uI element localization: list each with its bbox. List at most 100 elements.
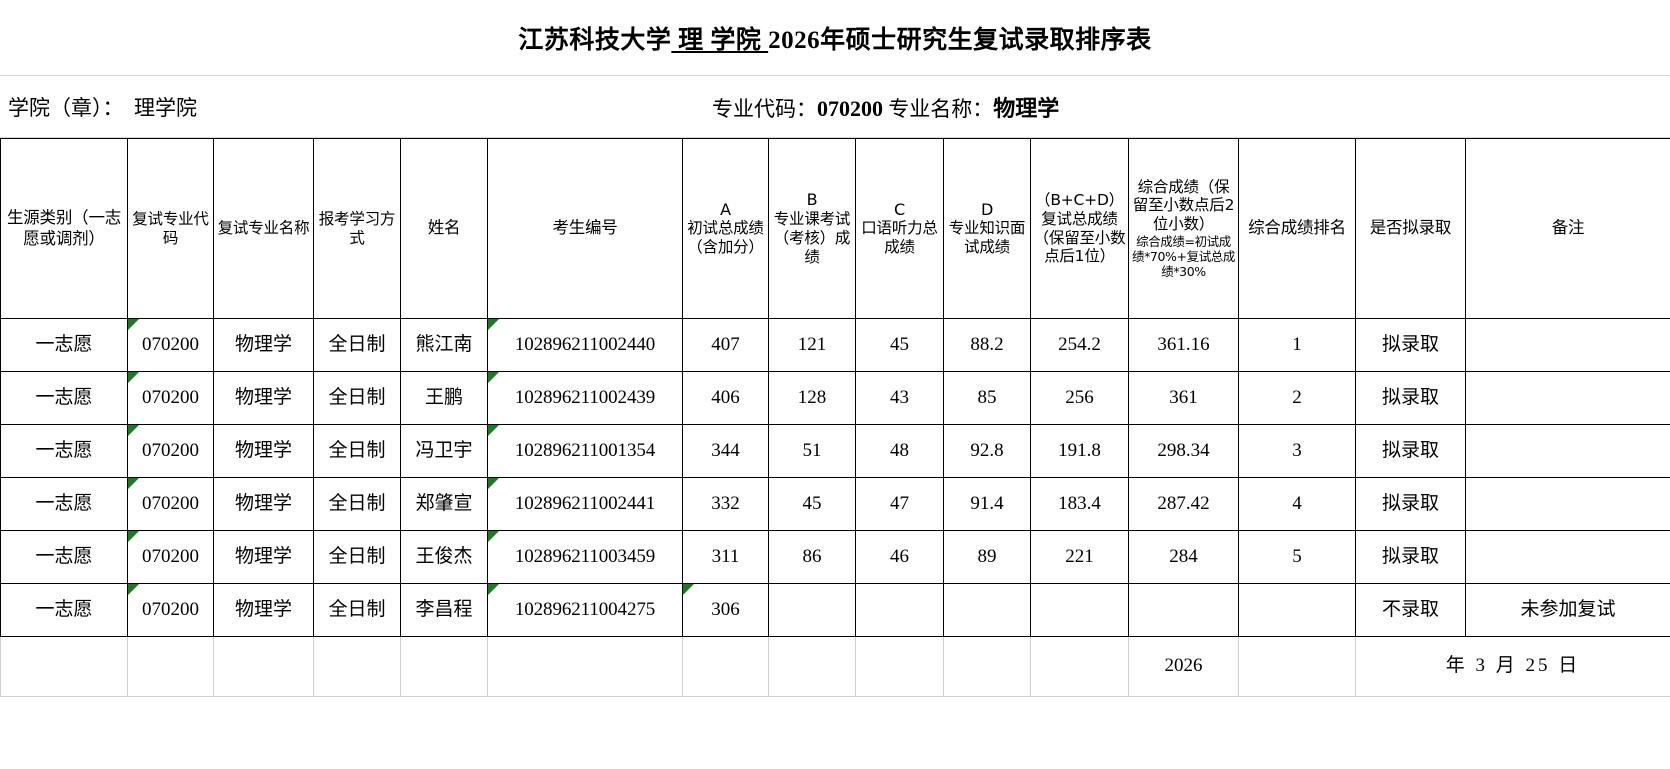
cell-rank[interactable]: 5 — [1238, 530, 1356, 584]
cell-retest-major-code[interactable]: 070200 — [127, 318, 214, 372]
cell-d[interactable]: 91.4 — [943, 477, 1031, 531]
cell-admitted[interactable]: 不录取 — [1355, 583, 1466, 637]
cell-name[interactable]: 熊江南 — [400, 318, 488, 372]
cell-name[interactable]: 王俊杰 — [400, 530, 488, 584]
footer-cell-5[interactable] — [400, 636, 488, 697]
footer-cell-4[interactable] — [313, 636, 401, 697]
cell-candidate-no[interactable]: 102896211001354 — [487, 424, 683, 478]
cell-b[interactable] — [768, 583, 856, 637]
cell-composite[interactable]: 298.34 — [1128, 424, 1239, 478]
footer-cell-13[interactable] — [1238, 636, 1356, 697]
cell-remark[interactable] — [1465, 318, 1670, 372]
cell-admitted[interactable]: 拟录取 — [1355, 477, 1466, 531]
cell-study-mode[interactable]: 全日制 — [313, 530, 401, 584]
cell-remark[interactable]: 未参加复试 — [1465, 583, 1670, 637]
cell-admitted[interactable]: 拟录取 — [1355, 424, 1466, 478]
footer-cell-7[interactable] — [682, 636, 769, 697]
cell-d[interactable]: 89 — [943, 530, 1031, 584]
cell-b[interactable]: 45 — [768, 477, 856, 531]
cell-retest-major-name[interactable]: 物理学 — [213, 583, 314, 637]
cell-c[interactable]: 47 — [855, 477, 944, 531]
cell-remark[interactable] — [1465, 530, 1670, 584]
cell-study-mode[interactable]: 全日制 — [313, 424, 401, 478]
cell-study-mode[interactable]: 全日制 — [313, 318, 401, 372]
footer-cell-9[interactable] — [855, 636, 944, 697]
cell-retest-major-name[interactable]: 物理学 — [213, 477, 314, 531]
cell-candidate-no[interactable]: 102896211002441 — [487, 477, 683, 531]
footer-year[interactable]: 2026 — [1128, 636, 1239, 697]
cell-c[interactable]: 48 — [855, 424, 944, 478]
cell-a[interactable]: 344 — [682, 424, 769, 478]
cell-composite[interactable]: 284 — [1128, 530, 1239, 584]
cell-bcd[interactable]: 256 — [1030, 371, 1129, 425]
cell-candidate-no[interactable]: 102896211004275 — [487, 583, 683, 637]
cell-composite[interactable] — [1128, 583, 1239, 637]
cell-study-mode[interactable]: 全日制 — [313, 371, 401, 425]
footer-date[interactable]: 年 3 月 25 日 — [1355, 636, 1670, 697]
cell-rank[interactable]: 3 — [1238, 424, 1356, 478]
cell-remark[interactable] — [1465, 424, 1670, 478]
cell-name[interactable]: 李昌程 — [400, 583, 488, 637]
cell-d[interactable]: 88.2 — [943, 318, 1031, 372]
cell-study-mode[interactable]: 全日制 — [313, 477, 401, 531]
cell-rank[interactable]: 2 — [1238, 371, 1356, 425]
cell-candidate-no[interactable]: 102896211002439 — [487, 371, 683, 425]
cell-retest-major-code[interactable]: 070200 — [127, 424, 214, 478]
cell-source-type[interactable]: 一志愿 — [0, 318, 128, 372]
cell-d[interactable]: 85 — [943, 371, 1031, 425]
cell-a[interactable]: 407 — [682, 318, 769, 372]
cell-source-type[interactable]: 一志愿 — [0, 424, 128, 478]
table-row[interactable]: 一志愿 070200 物理学 全日制 郑肇宣 102896211002441 3… — [0, 477, 1670, 531]
cell-a[interactable]: 306 — [682, 583, 769, 637]
footer-cell-2[interactable] — [127, 636, 214, 697]
cell-bcd[interactable]: 183.4 — [1030, 477, 1129, 531]
cell-a[interactable]: 332 — [682, 477, 769, 531]
cell-source-type[interactable]: 一志愿 — [0, 477, 128, 531]
cell-a[interactable]: 406 — [682, 371, 769, 425]
table-row[interactable]: 一志愿 070200 物理学 全日制 冯卫宇 102896211001354 3… — [0, 424, 1670, 478]
cell-candidate-no[interactable]: 102896211002440 — [487, 318, 683, 372]
cell-admitted[interactable]: 拟录取 — [1355, 318, 1466, 372]
cell-d[interactable] — [943, 583, 1031, 637]
cell-composite[interactable]: 361.16 — [1128, 318, 1239, 372]
cell-bcd[interactable] — [1030, 583, 1129, 637]
footer-cell-8[interactable] — [768, 636, 856, 697]
cell-admitted[interactable]: 拟录取 — [1355, 371, 1466, 425]
cell-name[interactable]: 王鹏 — [400, 371, 488, 425]
cell-study-mode[interactable]: 全日制 — [313, 583, 401, 637]
footer-cell-6[interactable] — [487, 636, 683, 697]
table-row[interactable]: 一志愿 070200 物理学 全日制 李昌程 102896211004275 3… — [0, 583, 1670, 637]
cell-rank[interactable]: 4 — [1238, 477, 1356, 531]
cell-composite[interactable]: 361 — [1128, 371, 1239, 425]
table-row[interactable]: 一志愿 070200 物理学 全日制 王鹏 102896211002439 40… — [0, 371, 1670, 425]
cell-name[interactable]: 冯卫宇 — [400, 424, 488, 478]
cell-c[interactable] — [855, 583, 944, 637]
cell-retest-major-code[interactable]: 070200 — [127, 583, 214, 637]
cell-source-type[interactable]: 一志愿 — [0, 583, 128, 637]
cell-rank[interactable] — [1238, 583, 1356, 637]
cell-source-type[interactable]: 一志愿 — [0, 530, 128, 584]
cell-b[interactable]: 86 — [768, 530, 856, 584]
cell-b[interactable]: 121 — [768, 318, 856, 372]
cell-retest-major-name[interactable]: 物理学 — [213, 371, 314, 425]
cell-c[interactable]: 43 — [855, 371, 944, 425]
cell-b[interactable]: 128 — [768, 371, 856, 425]
footer-cell-10[interactable] — [943, 636, 1031, 697]
cell-retest-major-name[interactable]: 物理学 — [213, 424, 314, 478]
cell-rank[interactable]: 1 — [1238, 318, 1356, 372]
table-row[interactable]: 一志愿 070200 物理学 全日制 熊江南 102896211002440 4… — [0, 318, 1670, 372]
footer-cell-1[interactable] — [0, 636, 128, 697]
cell-d[interactable]: 92.8 — [943, 424, 1031, 478]
cell-bcd[interactable]: 191.8 — [1030, 424, 1129, 478]
footer-cell-11[interactable] — [1030, 636, 1129, 697]
cell-remark[interactable] — [1465, 371, 1670, 425]
cell-c[interactable]: 46 — [855, 530, 944, 584]
cell-retest-major-code[interactable]: 070200 — [127, 371, 214, 425]
cell-c[interactable]: 45 — [855, 318, 944, 372]
cell-bcd[interactable]: 221 — [1030, 530, 1129, 584]
cell-retest-major-name[interactable]: 物理学 — [213, 318, 314, 372]
cell-remark[interactable] — [1465, 477, 1670, 531]
footer-cell-3[interactable] — [213, 636, 314, 697]
cell-admitted[interactable]: 拟录取 — [1355, 530, 1466, 584]
cell-retest-major-name[interactable]: 物理学 — [213, 530, 314, 584]
